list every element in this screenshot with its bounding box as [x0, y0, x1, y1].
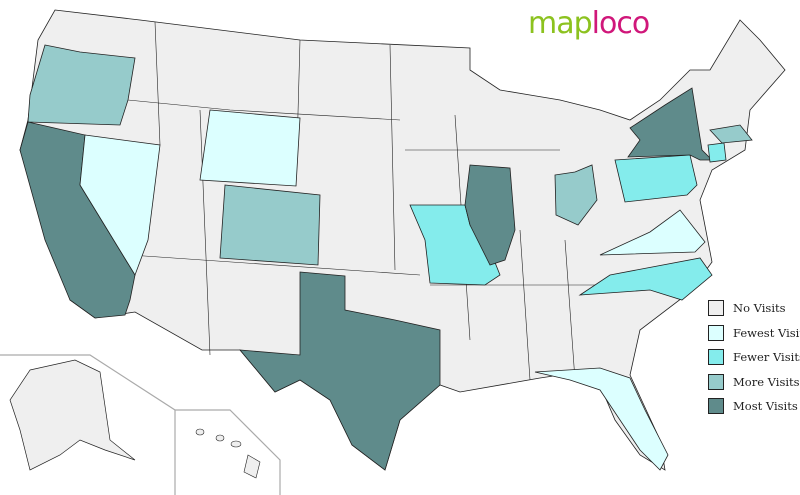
state-virginia — [599, 209, 706, 256]
state-florida — [534, 367, 669, 471]
state-colorado — [219, 184, 321, 266]
state-ohio — [554, 164, 598, 226]
state-wyoming — [199, 109, 301, 187]
state-massachusetts — [709, 124, 753, 144]
state-texas — [239, 271, 441, 471]
maploco-logo: maploco — [528, 6, 651, 41]
legend-label: More Visits — [733, 374, 800, 389]
legend-item-fewer-visits: Fewer Visits — [708, 345, 800, 370]
states-layer — [19, 44, 753, 471]
state-north-carolina — [578, 257, 713, 301]
legend-swatch — [708, 349, 724, 366]
state-pennsylvania — [614, 154, 698, 203]
legend-item-fewest-visits: Fewest Visits — [708, 321, 800, 346]
legend-swatch — [708, 300, 724, 317]
legend: No Visits Fewest Visits Fewer Visits Mor… — [708, 296, 800, 419]
legend-swatch — [708, 373, 724, 390]
legend-label: Most Visits — [733, 399, 798, 414]
state-new-york — [627, 87, 713, 161]
state-illinois — [464, 164, 516, 266]
legend-swatch — [708, 324, 724, 341]
hawaii-inset — [175, 409, 281, 495]
logo-part2: loco — [591, 6, 651, 41]
state-nevada — [79, 134, 161, 276]
legend-label: Fewer Visits — [733, 350, 800, 365]
legend-label: Fewest Visits — [733, 325, 800, 340]
legend-item-more-visits: More Visits — [708, 370, 800, 395]
legend-label: No Visits — [733, 301, 786, 316]
legend-item-no-visits: No Visits — [708, 296, 800, 321]
legend-item-most-visits: Most Visits — [708, 394, 800, 419]
legend-swatch — [708, 398, 724, 415]
state-connecticut — [707, 142, 727, 163]
state-oregon — [27, 44, 136, 126]
alaska-inset — [0, 354, 176, 495]
logo-part1: map — [528, 6, 593, 41]
